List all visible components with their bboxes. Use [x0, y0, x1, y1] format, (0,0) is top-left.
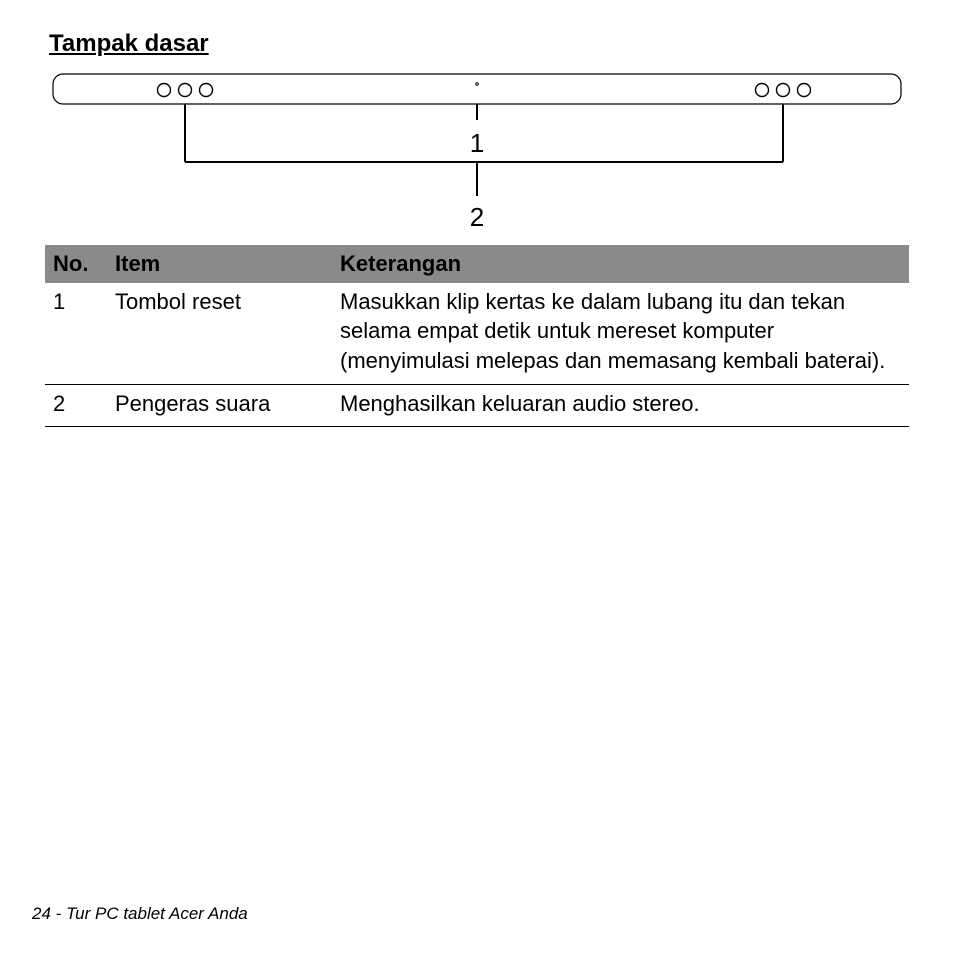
table-row: 1 Tombol reset Masukkan klip kertas ke d…	[45, 283, 909, 385]
parts-table: No. Item Keterangan 1 Tombol reset Masuk…	[45, 245, 909, 427]
callout-label-1: 1	[470, 128, 484, 158]
col-header-item: Item	[107, 245, 332, 283]
section-title: Tampak dasar	[45, 30, 909, 58]
page-footer: 24 - Tur PC tablet Acer Anda	[32, 904, 248, 924]
cell-item: Tombol reset	[107, 283, 332, 385]
col-header-desc: Keterangan	[332, 245, 909, 283]
bottom-view-diagram: 12	[45, 72, 909, 235]
cell-no: 1	[45, 283, 107, 385]
cell-item: Pengeras suara	[107, 384, 332, 427]
device-outline	[53, 74, 901, 104]
cell-desc: Menghasilkan keluaran audio stereo.	[332, 384, 909, 427]
callout-label-2: 2	[470, 202, 484, 230]
cell-desc: Masukkan klip kertas ke dalam lubang itu…	[332, 283, 909, 385]
table-header-row: No. Item Keterangan	[45, 245, 909, 283]
col-header-no: No.	[45, 245, 107, 283]
cell-no: 2	[45, 384, 107, 427]
table-row: 2 Pengeras suara Menghasilkan keluaran a…	[45, 384, 909, 427]
